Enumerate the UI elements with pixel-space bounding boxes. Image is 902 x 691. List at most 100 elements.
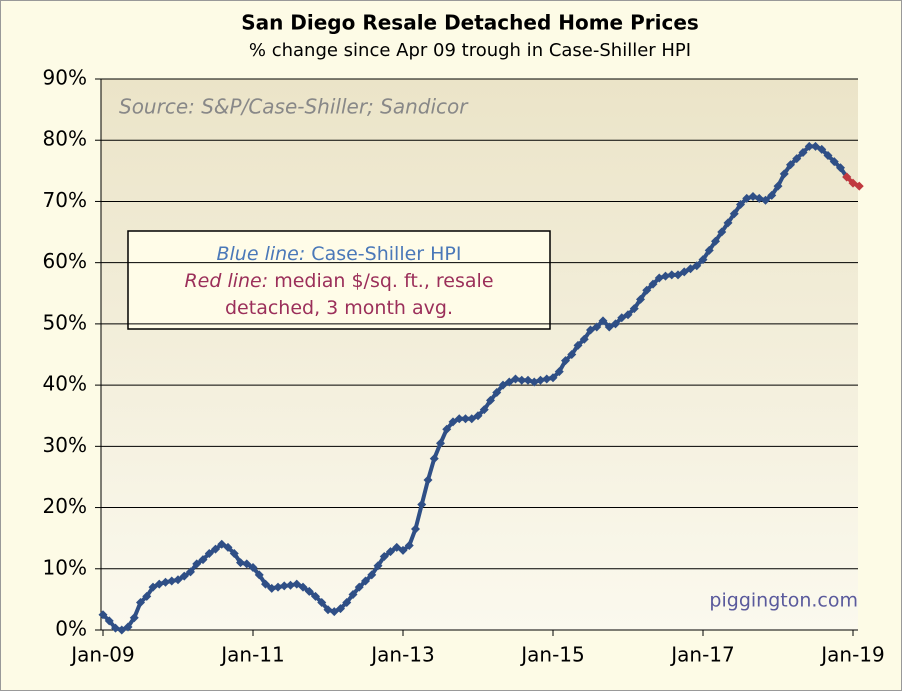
legend-segment: Blue line: [216,243,305,265]
marker [692,261,702,271]
plot-area [101,79,858,630]
marker [317,597,327,607]
legend-text: Blue line: Case-Shiller HPI [216,243,461,265]
marker [279,581,289,591]
marker [361,576,370,586]
marker [386,547,395,557]
marker [104,616,114,626]
marker [329,607,339,617]
legend-box [127,230,551,330]
marker [286,580,295,590]
marker [479,405,489,415]
marker [223,542,233,552]
chart-subtitle: % change since Apr 09 trough in Case-Shi… [249,40,691,61]
marker [204,548,214,558]
marker [517,375,527,385]
marker [292,579,302,589]
marker [798,147,808,157]
marker [823,151,833,161]
y-tick-label: 0% [55,617,87,641]
marker [648,279,658,289]
marker [298,582,308,592]
marker [579,334,589,344]
marker [442,424,452,434]
marker [598,316,608,326]
marker [673,270,683,280]
marker [642,285,652,295]
marker [829,157,839,167]
marker [511,374,520,384]
marker [492,387,502,397]
marker [604,322,614,332]
marker [567,350,577,359]
marker [504,377,514,387]
y-tick-label: 30% [43,433,87,457]
marker [573,340,583,350]
marker [629,304,639,314]
marker [623,310,633,320]
legend-segment: Case-Shiller HPI [305,243,461,265]
marker [842,172,852,182]
marker [473,411,483,421]
x-tick-label: Jan-11 [219,643,285,667]
marker [342,597,352,607]
marker [804,141,814,151]
marker [192,559,202,569]
marker [248,563,258,573]
marker [254,570,264,580]
marker [711,236,720,246]
marker [129,613,139,623]
marker [98,610,108,620]
marker [611,319,620,329]
x-tick-label: Jan-13 [369,643,435,667]
marker [592,322,602,332]
marker [773,181,783,191]
y-tick-label: 60% [43,249,87,273]
marker [786,160,795,170]
marker [198,555,208,565]
marker [236,558,245,568]
chart-title: San Diego Resale Detached Home Prices [241,11,699,35]
marker [536,375,545,385]
marker [229,548,239,558]
x-tick-label: Jan-15 [519,643,585,667]
marker [404,541,414,551]
marker [779,169,789,179]
marker [461,414,470,424]
marker [617,313,627,323]
marker [723,218,733,228]
marker [304,586,314,596]
marker [142,591,152,601]
y-tick-label: 50% [43,310,87,334]
marker [242,559,252,569]
marker [148,582,158,592]
marker [379,552,389,562]
legend-segment: median $/sq. ft., resale [268,270,493,292]
marker [467,414,477,424]
marker [373,561,383,571]
marker [123,622,133,632]
marker [767,190,777,200]
legend-text: Red line: median $/sq. ft., resale [184,270,493,292]
marker [261,579,270,589]
y-tick-label: 20% [43,494,87,518]
marker [761,195,770,205]
legend-segment: detached, 3 month avg. [225,297,453,319]
marker [217,539,227,549]
marker [836,163,845,173]
x-tick-label: Jan-19 [819,643,885,667]
marker [454,414,464,424]
marker [817,144,827,154]
marker [792,154,802,164]
marker [117,625,127,635]
marker [367,570,377,580]
marker [173,575,183,585]
marker [486,395,495,405]
marker [698,255,708,265]
marker [311,591,320,601]
marker [411,524,420,534]
legend-segment: Red line: [184,270,268,292]
y-tick-label: 70% [43,188,87,212]
